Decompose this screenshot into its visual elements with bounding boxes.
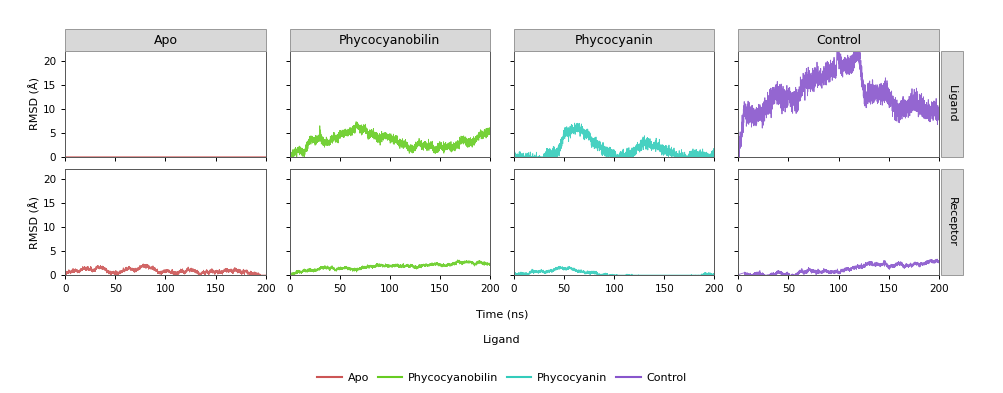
Text: Phycocyanobilin: Phycocyanobilin (339, 34, 440, 47)
Y-axis label: RMSD (Å): RMSD (Å) (29, 196, 40, 249)
Text: Control: Control (815, 34, 861, 47)
Y-axis label: RMSD (Å): RMSD (Å) (29, 77, 40, 130)
Text: Ligand: Ligand (946, 85, 956, 123)
Text: Ligand: Ligand (482, 335, 521, 345)
Text: Receptor: Receptor (946, 197, 956, 247)
Legend: Apo, Phycocyanobilin, Phycocyanin, Control: Apo, Phycocyanobilin, Phycocyanin, Contr… (313, 369, 690, 387)
Text: Apo: Apo (153, 34, 178, 47)
Text: Phycocyanin: Phycocyanin (575, 34, 653, 47)
Text: Time (ns): Time (ns) (475, 309, 528, 320)
